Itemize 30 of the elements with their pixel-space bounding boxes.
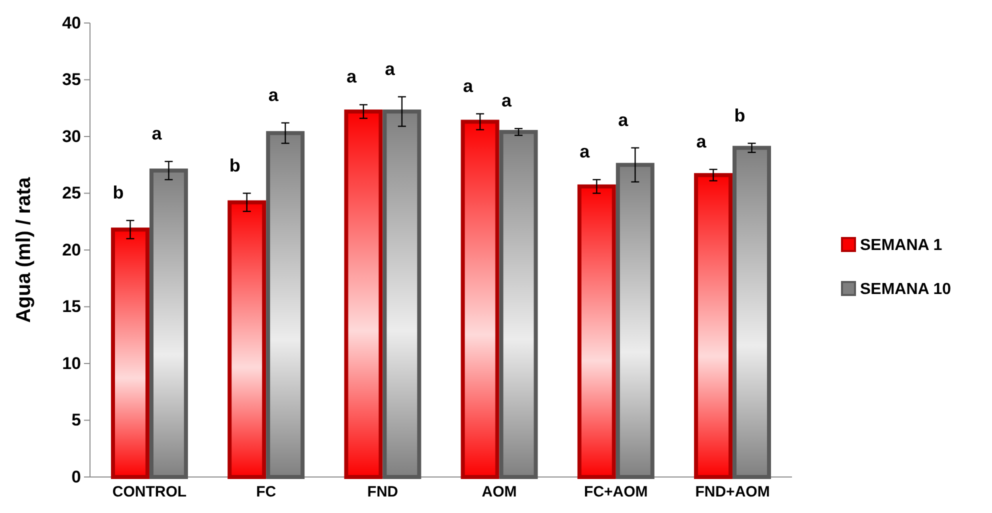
y-tick-label: 5 bbox=[72, 410, 81, 430]
y-tick-label: 30 bbox=[62, 126, 81, 146]
annotation: a bbox=[463, 76, 474, 96]
annotation: b bbox=[112, 182, 124, 202]
y-tick-label: 25 bbox=[62, 184, 81, 203]
x-tick-label: FND+AOM bbox=[695, 484, 770, 500]
y-tick-label: 20 bbox=[62, 240, 81, 260]
x-tick-label: FC bbox=[256, 484, 276, 500]
x-tick-label: FC+AOM bbox=[584, 484, 648, 500]
annotation: b bbox=[734, 105, 746, 126]
x-tick-label: CONTROL bbox=[112, 484, 187, 500]
annotation: b bbox=[229, 155, 240, 176]
x-tick-label: AOM bbox=[482, 484, 517, 500]
y-tick-label: 0 bbox=[72, 467, 81, 486]
annotation: a bbox=[618, 110, 630, 130]
y-tick-label: 15 bbox=[62, 297, 81, 316]
annotation: a bbox=[696, 131, 708, 152]
annotation: a bbox=[346, 66, 358, 87]
y-tick-label: 40 bbox=[62, 13, 81, 32]
y-tick-label: 35 bbox=[62, 70, 81, 90]
y-tick-label: 10 bbox=[62, 354, 81, 373]
legend-label: SEMANA 10 bbox=[860, 281, 952, 298]
annotation: a bbox=[580, 142, 591, 162]
annotation: a bbox=[268, 84, 280, 105]
x-tick-label: FND bbox=[367, 484, 398, 500]
annotation: a bbox=[502, 90, 513, 111]
y-axis-title: Agua (ml) / rata bbox=[13, 176, 35, 323]
annotation: a bbox=[152, 123, 163, 144]
annotation: a bbox=[384, 58, 396, 79]
legend-label: SEMANA 1 bbox=[860, 237, 942, 254]
